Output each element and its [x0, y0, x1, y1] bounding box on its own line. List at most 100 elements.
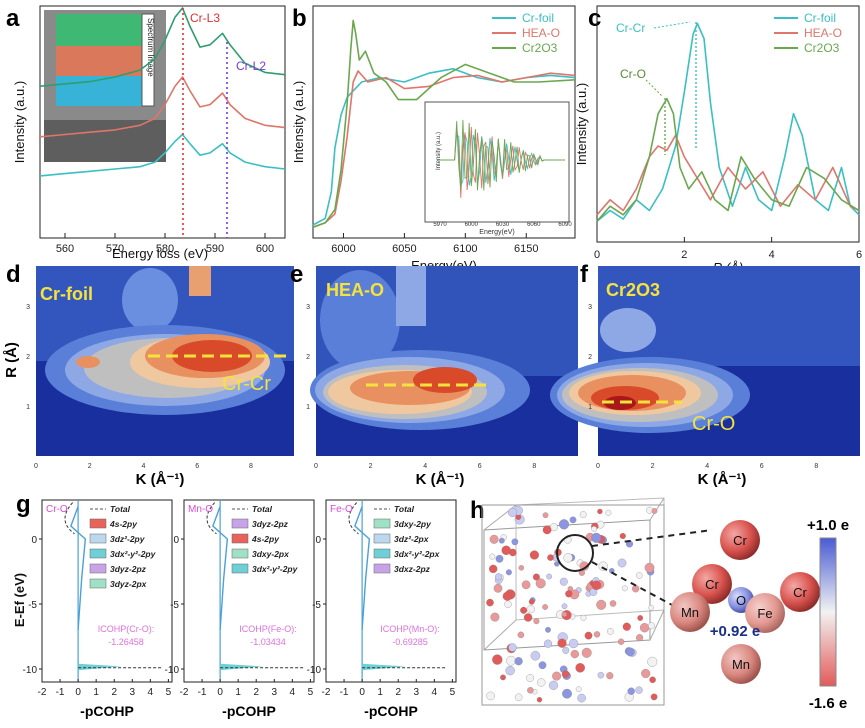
panel-g-legend-label-2-1: 3dxy-2py: [394, 519, 432, 529]
panel-b-inset-line-2: [440, 119, 565, 191]
panel-h-atom-label-4: Fe: [757, 606, 772, 621]
panel-c-xtick-label-0: 0: [594, 249, 600, 261]
panel-g-legend-label-0-1: 4s-2py: [109, 519, 138, 529]
panel-h-lattice-atom: [504, 600, 512, 608]
panel-h-lattice-atom: [502, 591, 512, 601]
panel-f-xtick-label-1: 2: [651, 463, 655, 470]
panel-g-icohp-value-0: -1.26458: [108, 637, 144, 647]
panel-e-heatmap: [310, 266, 578, 456]
panel-g-pcohp-curve-2: [354, 506, 371, 631]
panel-h-lattice-atom: [492, 654, 503, 665]
panel-b-series-line-2: [312, 19, 576, 228]
panel-h-lattice-atom: [527, 687, 534, 694]
panel-b-inset-xtick-3: 6060: [527, 222, 541, 228]
panel-h-lattice-atom: [563, 553, 573, 563]
panel-d-annotation: Cr-Cr: [222, 373, 271, 395]
panel-g-legend-swatch-1-1: [231, 518, 249, 529]
panel-h-lattice-atom: [621, 585, 628, 592]
panel-g-xtick-label-0-3: 1: [93, 687, 99, 698]
panel-f-xlabel: K (Å⁻¹): [698, 471, 747, 488]
panel-g-tag-1: Mn-O: [188, 504, 213, 515]
panel-h-lattice-atom: [523, 613, 533, 622]
panel-d-heatmap: [36, 266, 294, 456]
panel-g-legend-label-2-4: 3dxz-2pz: [394, 564, 431, 574]
panel-h-lattice-atom: [542, 525, 552, 535]
panel-b-series: [312, 19, 576, 228]
panel-h-atom-mn: [721, 644, 761, 684]
panel-g-ytick-label-2-2: -10: [307, 665, 322, 676]
panel-b-inset-series: [440, 119, 565, 198]
panel-label-d: d: [6, 261, 21, 288]
panel-g-xtick-label-2-1: -1: [340, 687, 349, 698]
panel-h-lattice-atom: [507, 507, 518, 517]
panel-a-xtick-label-2: 580: [156, 243, 174, 255]
panel-g-legend-swatch-1-4: [231, 563, 249, 574]
panel-a-xtick-label-3: 590: [206, 243, 224, 255]
panel-h-lattice-atom: [568, 638, 579, 649]
panel-h-lattice-atom: [575, 663, 585, 673]
panel-h-lattice-atom: [486, 691, 495, 701]
panel-h-lattice-atom: [639, 623, 650, 633]
panel-h-colorbar-max: +1.0 e: [807, 517, 849, 534]
panel-d-ytick-label-2: 3: [26, 304, 30, 311]
panel-h-lattice-atom: [542, 604, 548, 610]
panel-b-ticks: 6000 6050 6100 6150: [331, 233, 538, 255]
panel-g-xtick-label-2-7: 5: [450, 687, 456, 698]
panel-e-xtick-label-3: 6: [478, 463, 482, 470]
panel-d-ytick-label-0: 1: [26, 404, 30, 411]
panel-h-atom-cr: [692, 564, 732, 604]
panel-g-xtick-label-1-4: 2: [253, 687, 259, 698]
panel-c-crcr-pointer: [653, 21, 691, 29]
panel-h-lattice-atom: [561, 611, 568, 618]
panel-h-lattice-atom: [495, 554, 504, 563]
panel-b-inset-ticks: 5970 6000 6030 6060 6090: [433, 222, 572, 228]
panel-label-e: e: [290, 261, 303, 288]
panel-h-lattice-atom: [625, 647, 635, 657]
panel-e-xtick-label-0: 0: [314, 463, 318, 470]
panel-b-xtick-label-2: 6100: [453, 243, 477, 255]
panel-e-ticks: 0 2 4 6 8 1 2 3: [306, 304, 536, 470]
panel-e-xlabel: K (Å⁻¹): [416, 471, 465, 488]
panel-h-lattice-atom: [517, 631, 525, 639]
panel-g-xtick-label-2-2: 0: [359, 687, 365, 698]
panel-f-heatmap: [550, 266, 860, 456]
panel-h-lattice-atom: [490, 612, 500, 622]
panel-h-lattice-atom: [635, 686, 643, 694]
panel-g-xtick-label-1-6: 4: [290, 687, 296, 698]
panel-h-lattice-atom: [538, 661, 547, 670]
panel-h-lattice-atom: [597, 508, 603, 515]
panel-h-lattice-atom: [546, 573, 552, 580]
panel-h-lattice-atom: [591, 526, 597, 532]
panel-g-legend-label-1-4: 3dx²-y²-2py: [252, 564, 299, 574]
panel-h-lattice-atom: [559, 577, 568, 586]
panel-b-inset-xtick-1: 6000: [465, 222, 479, 228]
panel-d-xtick-label-1: 2: [88, 463, 92, 470]
panel-g-xtick-label-0-6: 4: [148, 687, 154, 698]
panel-h-lattice-atom: [617, 558, 627, 568]
panel-h-lattice-atom: [648, 622, 656, 630]
panel-a-inset-shadow: [44, 120, 166, 162]
panel-h-lattice-atom: [526, 605, 535, 614]
panel-g-legend-label-0-2: 3dz²-2py: [110, 534, 146, 544]
panel-g-xtick-label-2-6: 4: [432, 687, 438, 698]
panel-h-atom-mn: [670, 592, 710, 632]
panel-h-lattice-atom: [617, 638, 625, 645]
panel-g-pcohp-fill-2: [362, 663, 406, 671]
panel-a-annotation-l3: Cr-L3: [190, 11, 220, 25]
panel-g-ylabel: E-Ef (eV): [12, 573, 27, 627]
panel-g-xtick-label-2-4: 2: [395, 687, 401, 698]
panel-h-lattice-atom: [489, 553, 496, 560]
panel-d-xtick-label-2: 4: [142, 463, 146, 470]
panel-h-atom-label-2: Mn: [681, 605, 699, 620]
panel-c-ticks: 0 2 4 6: [594, 237, 862, 261]
panel-h-lattice-atom: [577, 693, 586, 703]
panel-h-lattice-atom: [542, 512, 549, 519]
panel-g-legend-label-0-3: 3dx²-y²-2py: [110, 549, 157, 559]
panel-h-lattice-atom: [649, 676, 656, 684]
panel-g-legend-swatch-2-4: [373, 563, 391, 574]
panel-h-lattice-atom: [557, 638, 567, 648]
panel-h-box: [481, 497, 665, 706]
panel-h-lattice-atom: [518, 565, 525, 571]
panel-g-xtick-label-0-1: -1: [56, 687, 65, 698]
